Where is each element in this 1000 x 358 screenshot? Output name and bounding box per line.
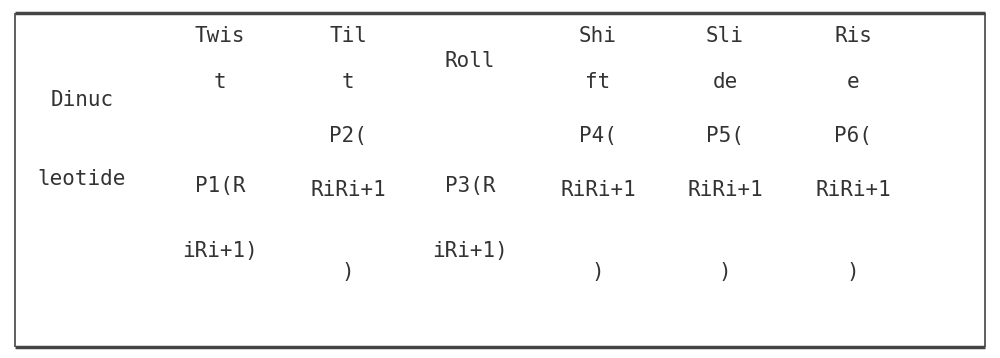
Text: leotide: leotide — [38, 169, 126, 189]
Text: t: t — [342, 72, 354, 92]
Text: Roll: Roll — [445, 51, 495, 71]
Text: P3(R: P3(R — [445, 176, 495, 196]
Text: ): ) — [342, 262, 354, 282]
Text: RiRi+1: RiRi+1 — [310, 180, 386, 200]
Text: ): ) — [592, 262, 604, 282]
Text: ft: ft — [585, 72, 611, 92]
Text: de: de — [712, 72, 738, 92]
Text: RiRi+1: RiRi+1 — [560, 180, 636, 200]
Text: ): ) — [719, 262, 731, 282]
Text: P4(: P4( — [579, 126, 617, 146]
Text: Ris: Ris — [834, 26, 872, 46]
Text: Shi: Shi — [579, 26, 617, 46]
Text: P5(: P5( — [706, 126, 744, 146]
Text: e: e — [847, 72, 859, 92]
Text: P1(R: P1(R — [195, 176, 245, 196]
Text: Sli: Sli — [706, 26, 744, 46]
Text: t: t — [214, 72, 226, 92]
Text: ): ) — [847, 262, 859, 282]
Text: P2(: P2( — [329, 126, 367, 146]
Text: Dinuc: Dinuc — [50, 90, 114, 110]
Text: Twis: Twis — [195, 26, 245, 46]
Text: P6(: P6( — [834, 126, 872, 146]
Text: Til: Til — [329, 26, 367, 46]
Text: RiRi+1: RiRi+1 — [687, 180, 763, 200]
Text: iRi+1): iRi+1) — [182, 241, 258, 261]
Text: RiRi+1: RiRi+1 — [815, 180, 891, 200]
Text: iRi+1): iRi+1) — [432, 241, 508, 261]
